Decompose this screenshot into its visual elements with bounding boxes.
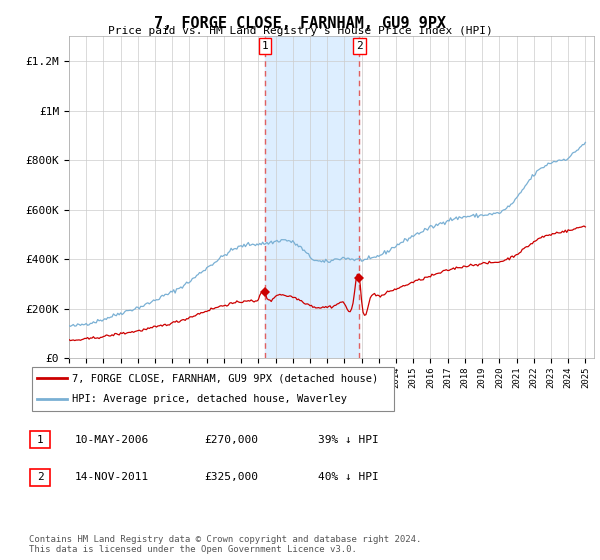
Text: 39% ↓ HPI: 39% ↓ HPI	[318, 435, 379, 445]
Text: 1: 1	[262, 41, 268, 51]
FancyBboxPatch shape	[32, 367, 394, 410]
Text: 10-MAY-2006: 10-MAY-2006	[75, 435, 149, 445]
Text: 7, FORGE CLOSE, FARNHAM, GU9 9PX (detached house): 7, FORGE CLOSE, FARNHAM, GU9 9PX (detach…	[72, 373, 379, 383]
Text: Contains HM Land Registry data © Crown copyright and database right 2024.
This d: Contains HM Land Registry data © Crown c…	[29, 535, 421, 554]
Text: £325,000: £325,000	[204, 472, 258, 482]
FancyBboxPatch shape	[30, 431, 50, 448]
FancyBboxPatch shape	[30, 469, 50, 486]
Bar	[265, 36, 359, 358]
Text: £270,000: £270,000	[204, 435, 258, 445]
Text: 1: 1	[37, 435, 44, 445]
Text: 2: 2	[356, 41, 363, 51]
Text: 7, FORGE CLOSE, FARNHAM, GU9 9PX: 7, FORGE CLOSE, FARNHAM, GU9 9PX	[154, 16, 446, 31]
Text: 2: 2	[37, 472, 44, 482]
Text: 40% ↓ HPI: 40% ↓ HPI	[318, 472, 379, 482]
Text: HPI: Average price, detached house, Waverley: HPI: Average price, detached house, Wave…	[72, 394, 347, 404]
Text: Price paid vs. HM Land Registry's House Price Index (HPI): Price paid vs. HM Land Registry's House …	[107, 26, 493, 36]
Text: 14-NOV-2011: 14-NOV-2011	[75, 472, 149, 482]
